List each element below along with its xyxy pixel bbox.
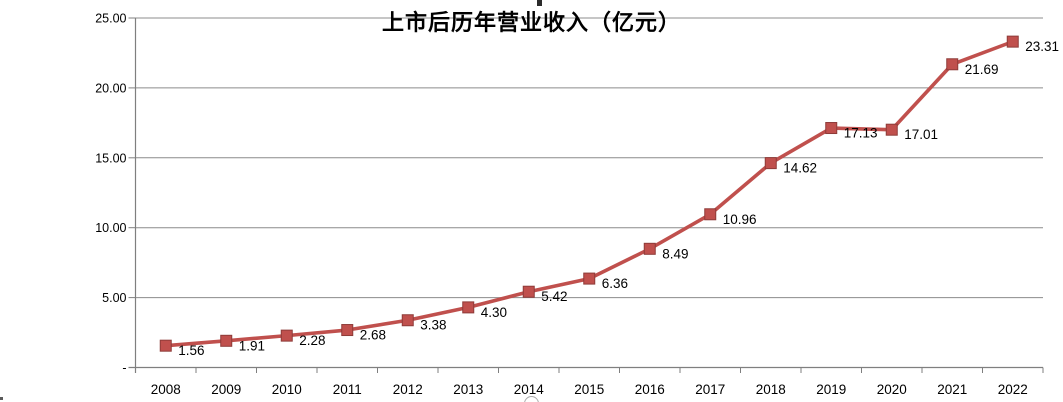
data-point-marker: [462, 301, 475, 314]
data-point-marker: [583, 272, 596, 285]
data-point-label: 10.96: [723, 212, 757, 227]
data-point-label: 4.30: [481, 305, 507, 320]
x-axis-category-label: 2012: [393, 382, 423, 397]
data-point-label: 1.56: [178, 343, 204, 358]
x-axis-category-label: 2017: [695, 382, 725, 397]
data-point-label: 23.31: [1025, 39, 1059, 54]
y-axis-tick-label: 15.00: [95, 151, 126, 165]
data-point-marker: [1006, 35, 1019, 48]
data-point-marker: [159, 339, 172, 352]
y-axis-tick-label: -: [122, 361, 126, 375]
y-axis-tick-label: 5.00: [102, 291, 126, 305]
data-point-marker: [885, 123, 898, 136]
data-point-label: 17.13: [844, 126, 878, 141]
data-point-marker: [341, 324, 354, 337]
x-axis-category-label: 2015: [574, 382, 604, 397]
y-axis-tick-label: 10.00: [95, 221, 126, 235]
data-point-label: 8.49: [662, 246, 688, 261]
y-axis-tick-label: 25.00: [95, 12, 126, 26]
data-point-marker: [946, 58, 959, 71]
x-axis-category-label: 2021: [937, 382, 967, 397]
x-axis-category-label: 2008: [151, 382, 181, 397]
data-point-marker: [764, 157, 777, 170]
data-point-label: 21.69: [965, 62, 999, 77]
x-axis-category-label: 2011: [333, 382, 362, 397]
data-point-label: 3.38: [420, 318, 446, 333]
x-axis-category-label: 2018: [756, 382, 786, 397]
data-point-marker: [522, 285, 535, 298]
x-axis-category-label: 2016: [635, 382, 665, 397]
x-axis-category-label: 2019: [816, 382, 846, 397]
top-edge-artifact: [537, 0, 542, 6]
x-axis-category-label: 2009: [211, 382, 241, 397]
series-line: [163, 39, 1015, 348]
y-axis-tick-label: 20.00: [95, 81, 126, 95]
x-axis-category-label: 2014: [514, 382, 545, 397]
x-axis-category-label: 2010: [272, 382, 302, 397]
data-point-label: 17.01: [904, 127, 938, 142]
x-axis-category-label: 2022: [998, 382, 1028, 397]
data-point-label: 2.68: [360, 328, 386, 343]
x-axis-category-label: 2013: [453, 382, 483, 397]
data-point-label: 14.62: [783, 161, 817, 176]
data-point-label: 5.42: [541, 289, 567, 304]
data-point-marker: [401, 314, 414, 327]
data-point-label: 6.36: [602, 276, 628, 291]
data-point-label: 1.91: [239, 338, 265, 353]
corner-artifact: [0, 397, 3, 400]
data-point-marker: [280, 329, 293, 342]
data-point-marker: [704, 208, 717, 221]
x-axis-category-label: 2020: [877, 382, 907, 397]
data-point-label: 2.28: [299, 333, 325, 348]
data-point-marker: [825, 122, 838, 135]
data-point-marker: [220, 334, 233, 347]
data-point-marker: [643, 242, 656, 255]
